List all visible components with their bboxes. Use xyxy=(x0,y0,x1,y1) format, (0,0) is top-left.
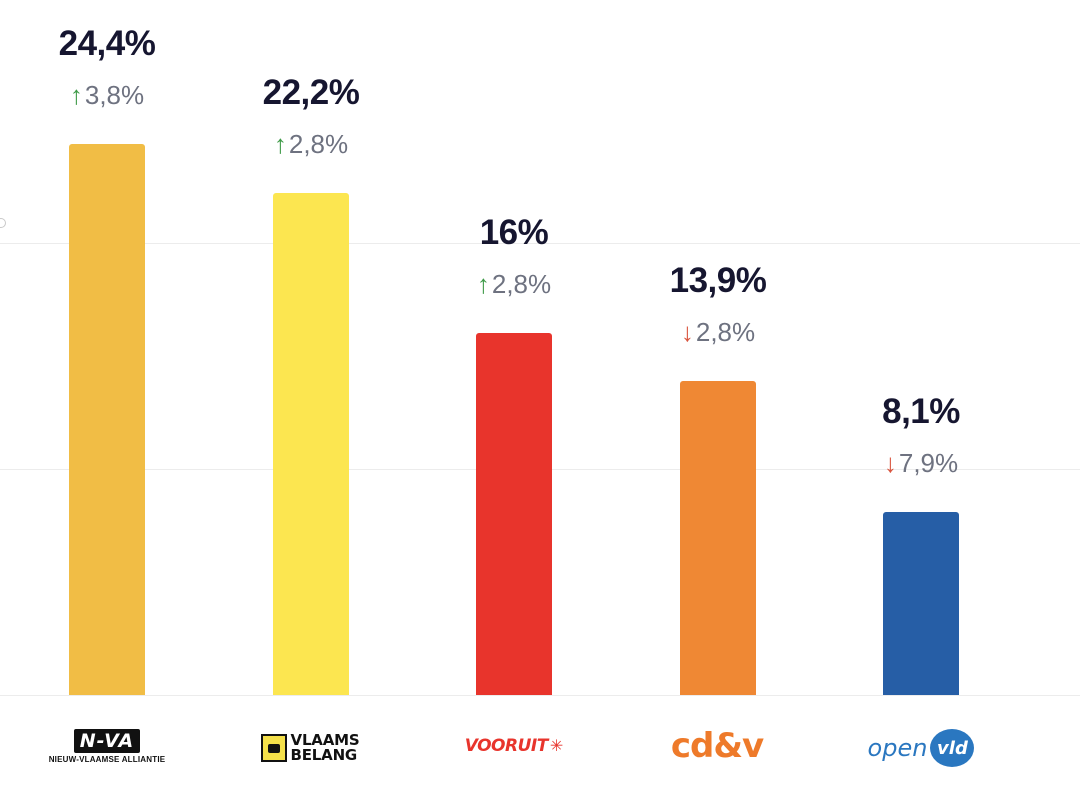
logo-cdv: cd&v xyxy=(622,724,812,768)
value-label-nva: 24,4% xyxy=(58,23,156,63)
bar-nva xyxy=(69,143,145,695)
lion-flag-icon xyxy=(260,734,287,762)
nva-logo-subtitle: NIEUW-VLAAMSE ALLIANTIE xyxy=(48,754,166,764)
change-value: 2,8% xyxy=(491,269,552,300)
change-value: 2,8% xyxy=(288,129,349,160)
axis-edge-mark xyxy=(0,218,6,228)
change-label-vlaams-belang: ↑2,8% xyxy=(211,129,411,160)
change-label-cdv: ↓2,8% xyxy=(618,317,818,348)
vb-logo-line1: VLAAMS xyxy=(290,731,360,749)
open-vld-logo-vld: vld xyxy=(930,729,975,767)
change-value: 7,9% xyxy=(898,447,959,478)
arrow-down-icon: ↓ xyxy=(680,316,694,347)
arrow-up-icon: ↑ xyxy=(69,79,83,110)
value-label-open-vld: 8,1% xyxy=(882,391,960,431)
gridline-top xyxy=(0,243,1080,244)
change-label-open-vld: ↓7,9% xyxy=(821,448,1021,479)
logo-open-vld: open vld xyxy=(826,726,1016,770)
change-value: 3,8% xyxy=(84,79,145,110)
bar-vlaams-belang xyxy=(273,193,349,695)
logo-nva: N-VA NIEUW-VLAAMSE ALLIANTIE xyxy=(12,724,202,768)
arrow-up-icon: ↑ xyxy=(273,129,287,160)
vooruit-star-icon: ✳ xyxy=(549,738,564,755)
bar-vooruit xyxy=(476,333,552,695)
bar-cdv xyxy=(680,380,756,695)
logo-vooruit: VOORUIT ✳ xyxy=(419,724,609,768)
value-label-cdv: 13,9% xyxy=(669,260,767,300)
change-value: 2,8% xyxy=(695,316,756,347)
cdv-logo-text: cd&v xyxy=(670,726,764,766)
change-label-nva: ↑3,8% xyxy=(7,80,207,111)
change-label-vooruit: ↑2,8% xyxy=(414,269,614,300)
baseline xyxy=(0,695,1080,696)
nva-logo-letters: N-VA xyxy=(79,729,135,752)
arrow-up-icon: ↑ xyxy=(476,269,490,300)
logo-vlaams-belang: VLAAMS BELANG xyxy=(215,726,405,770)
value-label-vooruit: 16% xyxy=(479,213,549,253)
arrow-down-icon: ↓ xyxy=(883,447,897,478)
bar-open-vld xyxy=(883,511,959,695)
open-vld-logo-open: open xyxy=(867,734,928,762)
vooruit-logo-text: VOORUIT xyxy=(464,736,549,756)
value-label-vlaams-belang: 22,2% xyxy=(262,73,360,113)
vb-logo-line2: BELANG xyxy=(290,746,358,764)
